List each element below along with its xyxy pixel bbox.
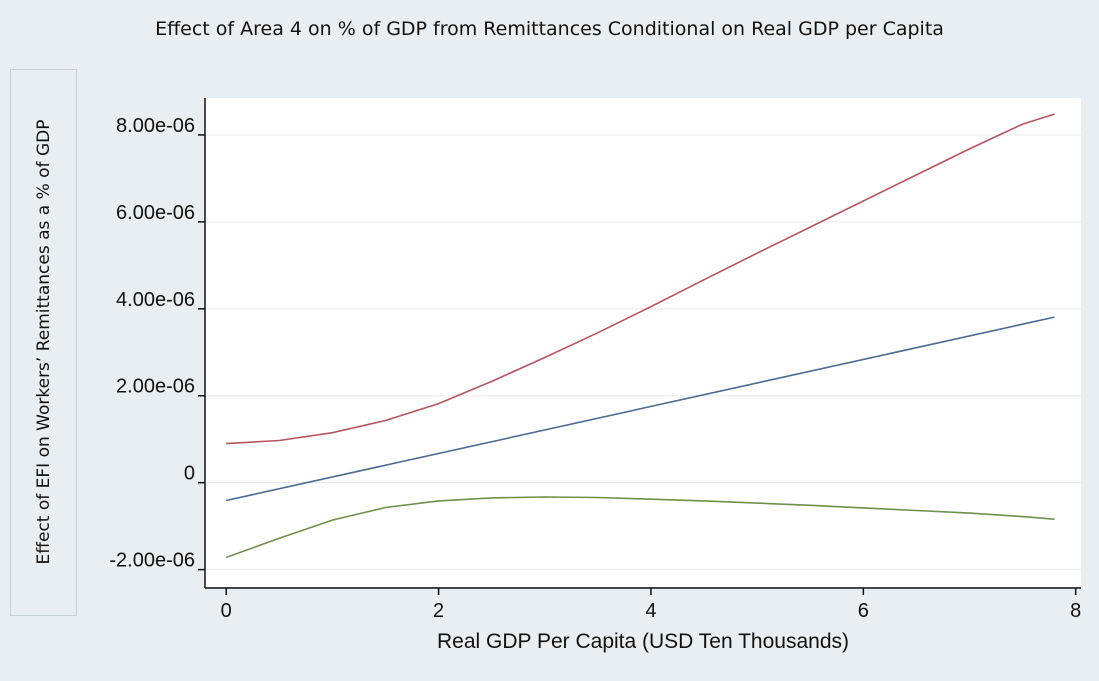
axes: -2.00e-06 0 2.00e-06 4.00e-06 6.00e-06 8.00e-… [109, 98, 1081, 622]
y-tick-label-5: 8.00e-06 [116, 115, 195, 137]
y-axis-label-box [10, 69, 77, 616]
y-tick-label-0: -2.00e-06 [109, 550, 195, 572]
x-tick-label-4: 8 [1070, 600, 1081, 622]
series-lower-bound-line [225, 496, 1055, 559]
y-tick-label-2: 2.00e-06 [116, 376, 195, 398]
series-lines [225, 113, 1055, 559]
series-upper-bound-line [226, 113, 1055, 445]
x-tick-label-3: 6 [858, 600, 869, 622]
series-estimate-line [226, 316, 1055, 502]
plot-area [205, 98, 1081, 587]
gridlines [205, 134, 1081, 571]
x-tick-label-0: 0 [221, 600, 232, 622]
x-tick-label-1: 2 [433, 600, 444, 622]
x-tick-label-2: 4 [645, 600, 656, 622]
chart-title: Effect of Area 4 on % of GDP from Remitt… [155, 18, 944, 40]
y-tick-label-4: 6.00e-06 [116, 202, 195, 224]
y-tick-label-3: 4.00e-06 [116, 289, 195, 311]
y-tick-label-1: 0 [184, 463, 195, 485]
x-axis-label: Real GDP Per Capita (USD Ten Thousands) [437, 630, 849, 653]
